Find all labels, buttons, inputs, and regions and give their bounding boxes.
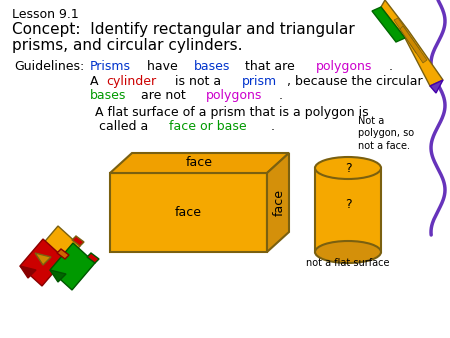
Text: Prisms: Prisms (90, 60, 131, 73)
Text: that are: that are (241, 60, 298, 73)
Text: face: face (186, 156, 213, 169)
Text: polygons: polygons (316, 60, 372, 73)
Text: are not: are not (137, 89, 190, 102)
Text: face: face (273, 189, 285, 216)
Polygon shape (110, 173, 267, 252)
Polygon shape (57, 249, 69, 259)
Text: called a: called a (95, 120, 152, 133)
Text: Not a
polygon, so
not a face.: Not a polygon, so not a face. (358, 116, 414, 151)
Polygon shape (72, 236, 84, 246)
Polygon shape (35, 226, 80, 273)
Text: A: A (90, 75, 103, 88)
Text: Guidelines:: Guidelines: (14, 60, 84, 73)
Polygon shape (315, 168, 381, 252)
Polygon shape (430, 80, 443, 93)
Polygon shape (400, 26, 427, 63)
Text: ?: ? (345, 198, 351, 212)
Text: prism: prism (242, 75, 277, 88)
Polygon shape (394, 18, 420, 53)
Polygon shape (35, 253, 51, 265)
Polygon shape (381, 0, 443, 86)
Polygon shape (20, 266, 36, 278)
Polygon shape (20, 239, 65, 286)
Text: face or base: face or base (169, 120, 247, 133)
Polygon shape (372, 7, 405, 42)
Text: polygons: polygons (206, 89, 262, 102)
Polygon shape (267, 153, 289, 252)
Text: .: . (279, 89, 283, 102)
Text: bases: bases (194, 60, 230, 73)
Polygon shape (87, 253, 99, 263)
Text: Concept:  Identify rectangular and triangular: Concept: Identify rectangular and triang… (12, 22, 355, 37)
Polygon shape (110, 153, 289, 173)
Text: face: face (175, 206, 202, 219)
Text: ?: ? (345, 162, 351, 174)
Text: bases: bases (90, 89, 126, 102)
Text: have: have (143, 60, 182, 73)
Polygon shape (50, 270, 66, 282)
Text: not a flat surface: not a flat surface (306, 258, 390, 268)
Text: .: . (270, 120, 274, 133)
Text: .: . (389, 60, 393, 73)
Ellipse shape (315, 241, 381, 263)
Ellipse shape (315, 157, 381, 179)
Polygon shape (50, 243, 95, 290)
Text: A flat surface of a prism that is a polygon is: A flat surface of a prism that is a poly… (95, 106, 369, 119)
Text: cylinder: cylinder (106, 75, 156, 88)
Text: Lesson 9.1: Lesson 9.1 (12, 8, 79, 21)
Text: , because the circular: , because the circular (287, 75, 423, 88)
Text: is not a: is not a (171, 75, 225, 88)
Text: prisms, and circular cylinders.: prisms, and circular cylinders. (12, 38, 243, 53)
